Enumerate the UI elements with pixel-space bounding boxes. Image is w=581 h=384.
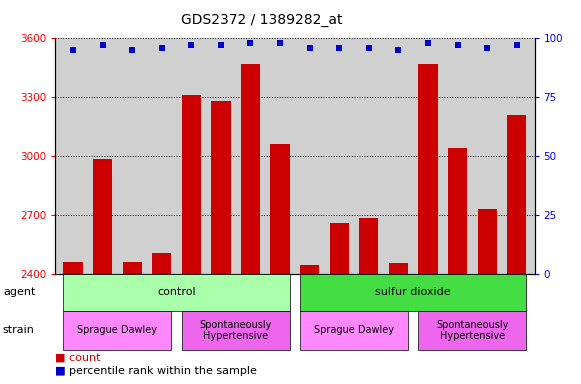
Text: ■ percentile rank within the sample: ■ percentile rank within the sample <box>55 366 257 376</box>
Point <box>98 42 107 48</box>
Point <box>512 42 521 48</box>
Text: sulfur dioxide: sulfur dioxide <box>375 288 451 298</box>
Bar <box>448 149 467 274</box>
Bar <box>359 218 378 274</box>
Text: agent: agent <box>3 288 35 298</box>
Point <box>246 40 255 46</box>
Point <box>216 42 225 48</box>
Text: Sprague Dawley: Sprague Dawley <box>77 326 157 336</box>
Point <box>127 47 137 53</box>
Point <box>157 45 166 51</box>
Text: ■ count: ■ count <box>55 353 101 363</box>
Bar <box>389 263 408 274</box>
Bar <box>478 209 497 274</box>
Point <box>335 45 344 51</box>
Bar <box>211 101 231 274</box>
Text: GDS2372 / 1389282_at: GDS2372 / 1389282_at <box>181 13 342 27</box>
Bar <box>93 159 112 274</box>
Point <box>424 40 433 46</box>
Bar <box>123 262 142 274</box>
Bar <box>152 253 171 274</box>
Text: strain: strain <box>3 326 35 336</box>
Bar <box>270 144 290 274</box>
Bar <box>507 115 526 274</box>
Point <box>275 40 285 46</box>
Point <box>187 42 196 48</box>
Text: Sprague Dawley: Sprague Dawley <box>314 326 394 336</box>
Text: ■: ■ <box>55 366 66 376</box>
Bar <box>63 262 83 274</box>
Bar <box>182 95 201 274</box>
Point <box>483 45 492 51</box>
Bar <box>418 64 437 274</box>
Point <box>394 47 403 53</box>
Point <box>453 42 462 48</box>
Point <box>69 47 78 53</box>
Point <box>364 45 374 51</box>
Bar <box>300 265 320 274</box>
Point <box>305 45 314 51</box>
Text: Spontaneously
Hypertensive: Spontaneously Hypertensive <box>436 319 508 341</box>
Text: control: control <box>157 288 196 298</box>
Bar <box>241 64 260 274</box>
Bar <box>329 223 349 274</box>
Text: Spontaneously
Hypertensive: Spontaneously Hypertensive <box>199 319 272 341</box>
